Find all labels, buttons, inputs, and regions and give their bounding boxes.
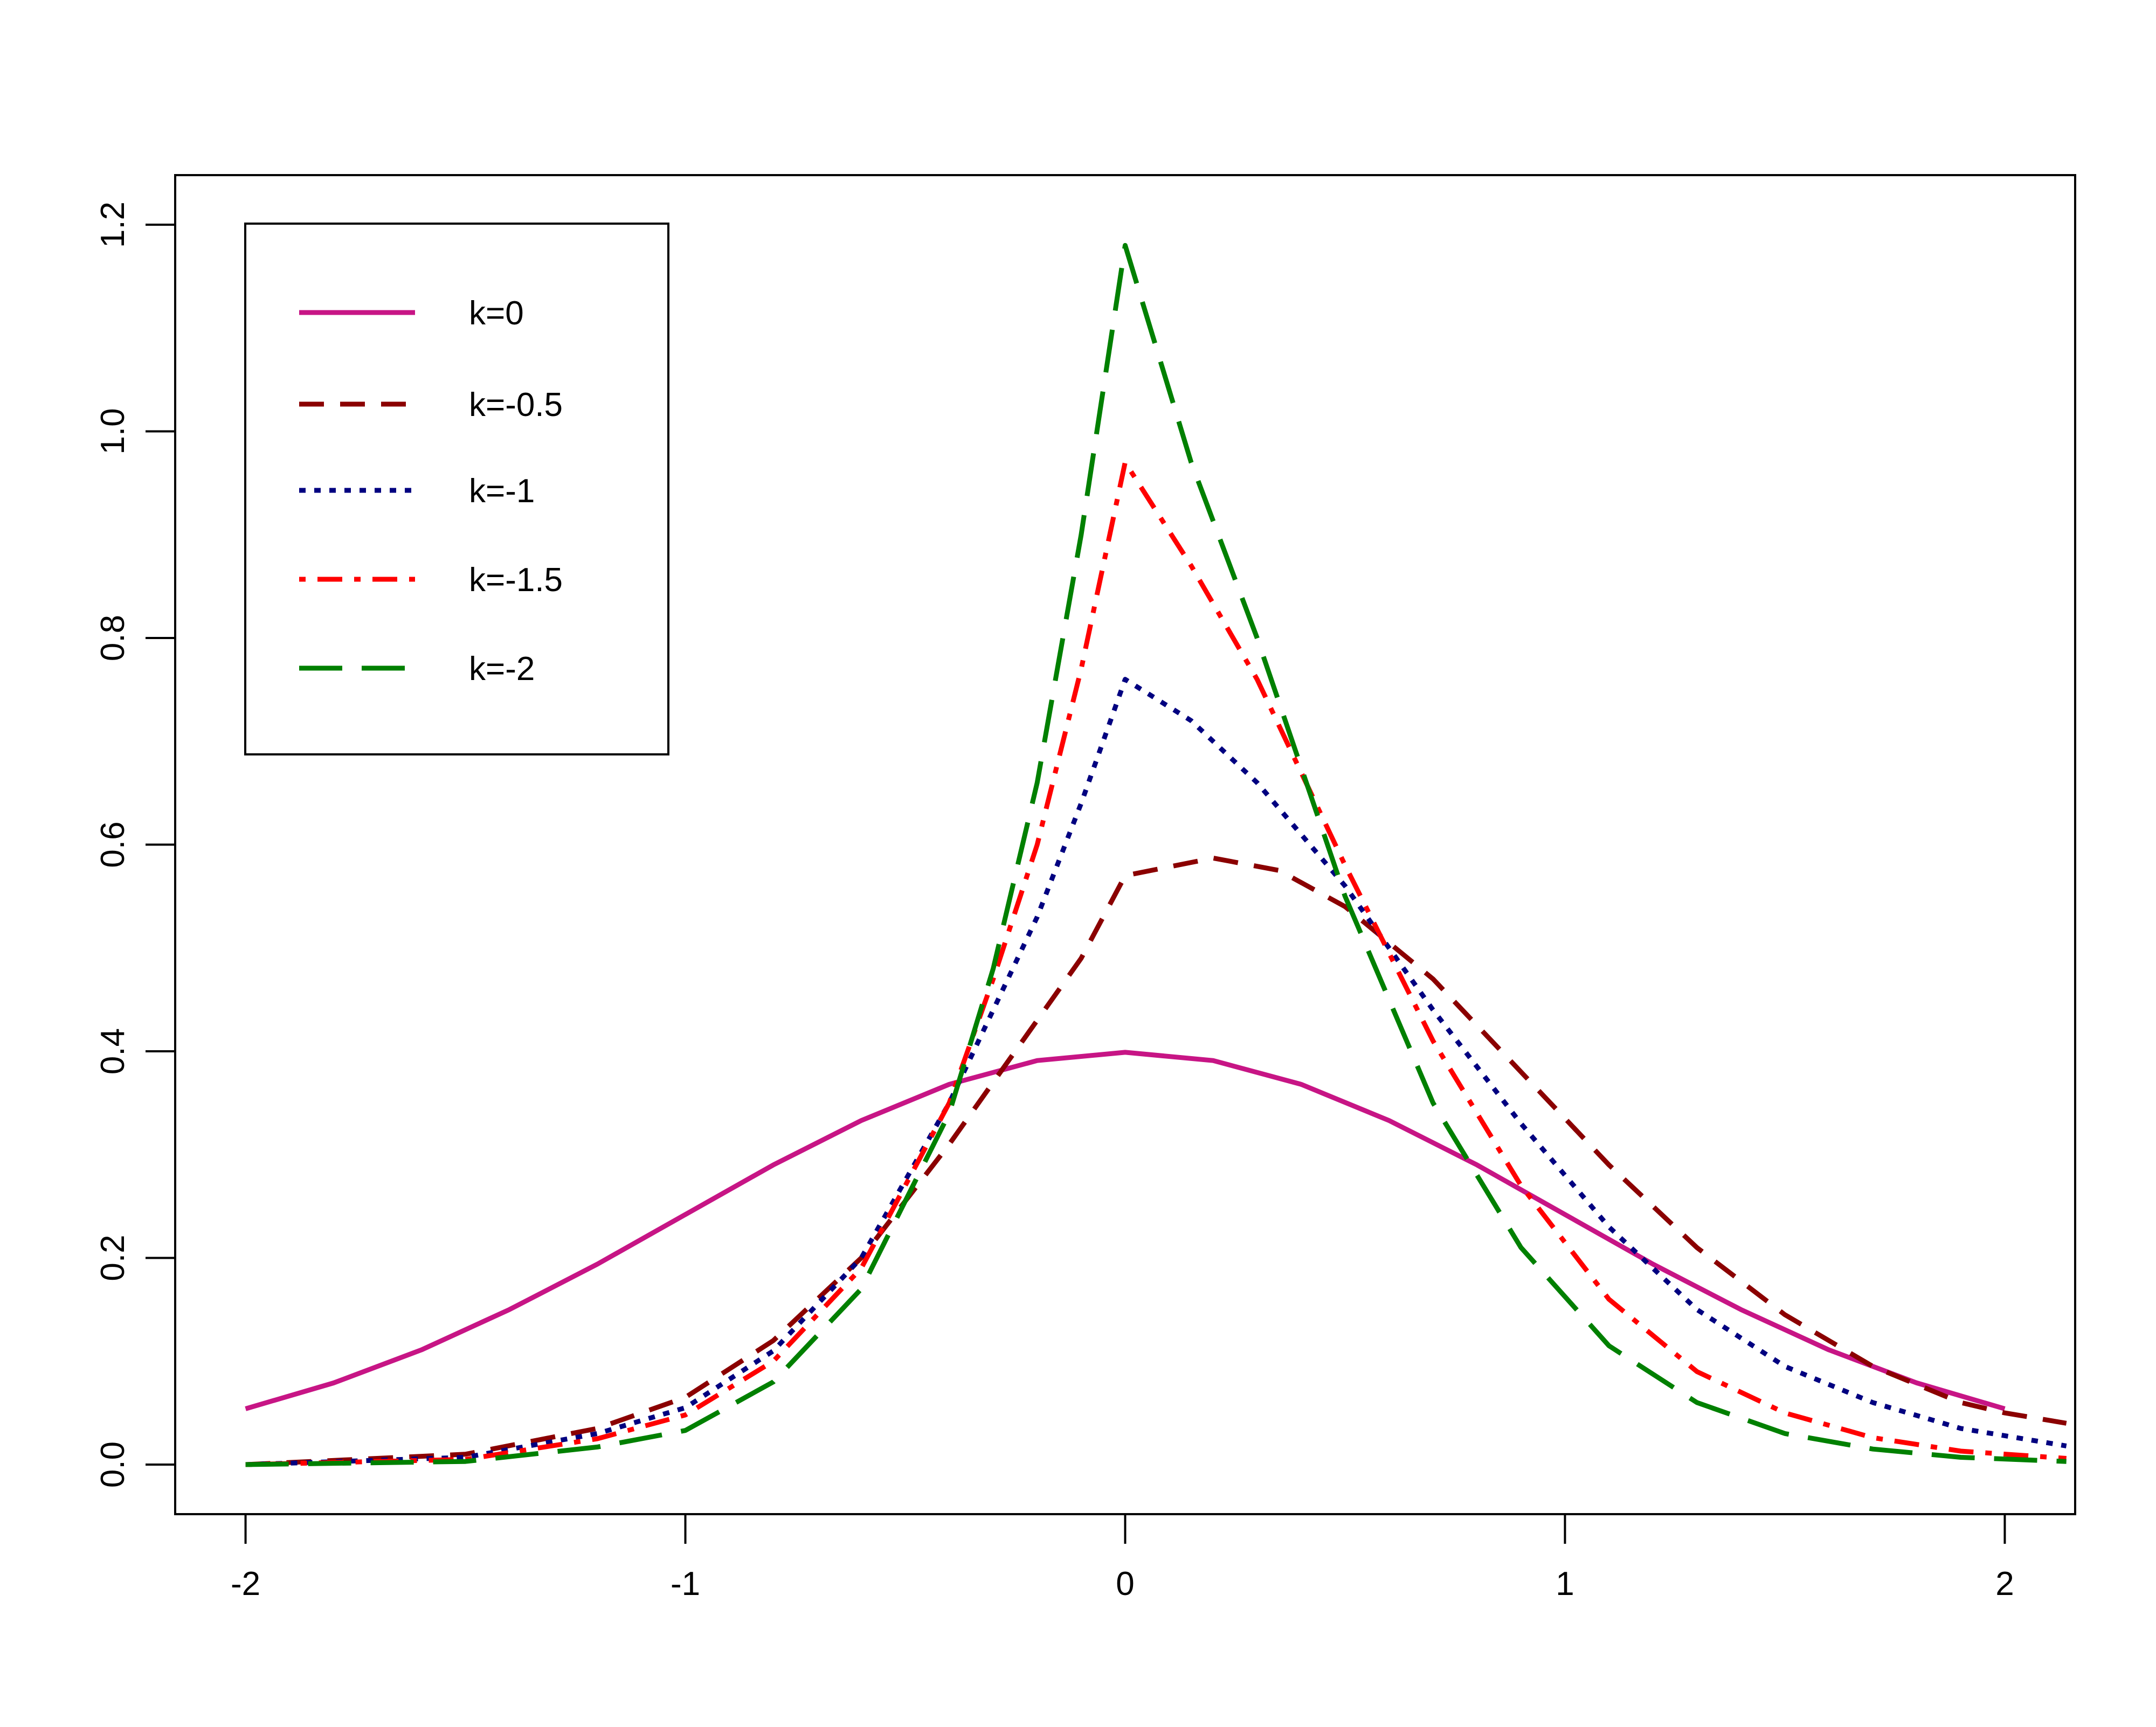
y-tick-label-0: 0.0: [94, 1441, 132, 1488]
legend-label-5: k=-2: [469, 650, 535, 688]
legend-box: [244, 223, 669, 755]
x-tick-label-4: 2: [1995, 1565, 2014, 1603]
legend: k=0 k=-0.5 k=-1 k=-1.5 k=-2: [244, 223, 669, 755]
y-tick-label-1: 0.2: [94, 1234, 132, 1281]
legend-label-1: k=0: [469, 295, 524, 332]
y-tick-label-3: 0.6: [94, 821, 132, 868]
x-tick-label-0: -2: [231, 1565, 260, 1603]
x-axis: -2 -1 0 1 2: [231, 1514, 2014, 1603]
legend-label-3: k=-1: [469, 473, 535, 510]
series-line-1: [245, 1050, 2006, 1411]
series-line-3: [245, 677, 2067, 1467]
x-tick-label-1: -1: [671, 1565, 700, 1603]
series-lines: [245, 242, 2067, 1467]
y-tick-label-4: 0.8: [94, 615, 132, 661]
x-tick-label-2: 0: [1116, 1565, 1134, 1603]
y-tick-label-6: 1.2: [94, 202, 132, 248]
legend-label-4: k=-1.5: [469, 561, 563, 599]
series-line-4: [245, 460, 2067, 1467]
legend-label-2: k=-0.5: [469, 386, 563, 424]
y-axis: 0.0 0.2 0.4 0.6 0.8 1.0 1.2: [94, 202, 175, 1488]
y-tick-label-2: 0.4: [94, 1028, 132, 1074]
x-tick-label-3: 1: [1556, 1565, 1574, 1603]
y-tick-label-5: 1.0: [94, 408, 132, 454]
